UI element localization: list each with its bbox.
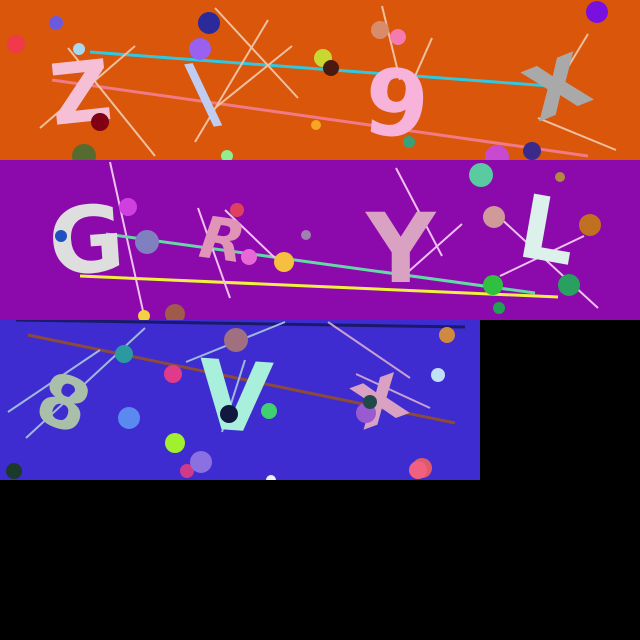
captcha-canvas-3: 8 V x xyxy=(0,320,480,480)
captcha-canvas-2: G R Y L xyxy=(0,160,640,320)
noise-dots xyxy=(7,1,608,160)
captcha-character-2: V xyxy=(194,339,276,456)
noise-dots xyxy=(55,163,601,320)
captcha-character-3: Y xyxy=(365,193,437,305)
panel-background xyxy=(0,0,640,160)
captcha-panel-3: 8 V x xyxy=(0,320,480,480)
noise-lines xyxy=(39,5,617,158)
noise-lines xyxy=(79,161,599,320)
noise-dots xyxy=(6,327,455,480)
captcha-canvas-1: Z \ 9 x xyxy=(0,0,640,160)
captcha-character-1: Z xyxy=(45,41,116,145)
captcha-panel-1: Z \ 9 x xyxy=(0,0,640,160)
captcha-panel-2: G R Y L xyxy=(0,160,640,320)
captcha-character-3: 9 xyxy=(359,48,434,160)
